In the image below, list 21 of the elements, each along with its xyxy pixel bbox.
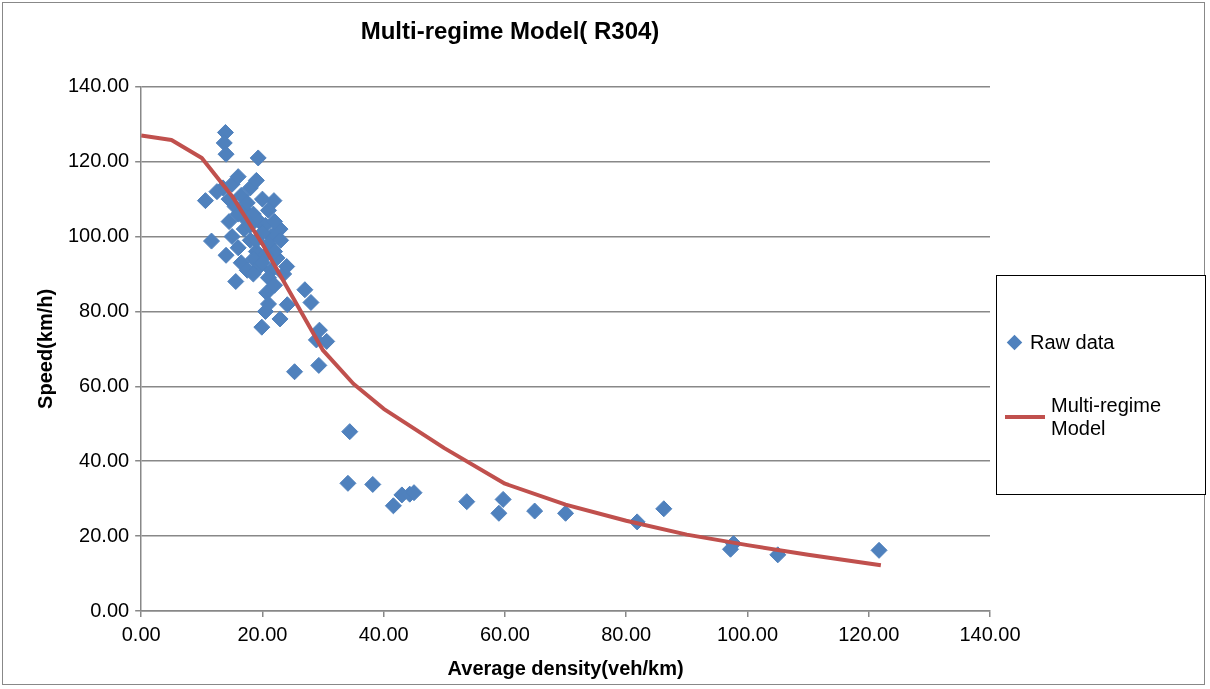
- y-tick-label: 140.00: [68, 74, 130, 97]
- x-tick-label: 60.00: [479, 622, 530, 645]
- chart-title: Multi-regime Model( R304): [360, 17, 660, 45]
- x-tick-label: 20.00: [237, 622, 288, 645]
- x-tick-label: 40.00: [358, 622, 409, 645]
- y-tick-label: 40.00: [79, 448, 130, 471]
- y-tick-label: 60.00: [79, 373, 130, 396]
- y-tick-label: 120.00: [68, 149, 130, 172]
- x-tick-label: 100.00: [716, 622, 779, 645]
- y-axis-title: Speed(km/h): [33, 288, 56, 409]
- x-tick-label: 80.00: [601, 622, 652, 645]
- y-tick-label: 100.00: [68, 224, 130, 247]
- y-tick-label: 0.00: [90, 598, 130, 621]
- y-tick-label: 80.00: [79, 298, 130, 321]
- legend-label: Multi-regime Model: [1051, 393, 1163, 440]
- legend-label: Raw data: [1030, 330, 1115, 354]
- y-tick-label: 20.00: [79, 523, 130, 546]
- x-tick-label: 0.00: [121, 622, 161, 645]
- x-tick-label: 120.00: [838, 622, 900, 645]
- x-axis-title: Average density(veh/km): [447, 656, 684, 679]
- x-tick-label: 140.00: [959, 622, 1021, 645]
